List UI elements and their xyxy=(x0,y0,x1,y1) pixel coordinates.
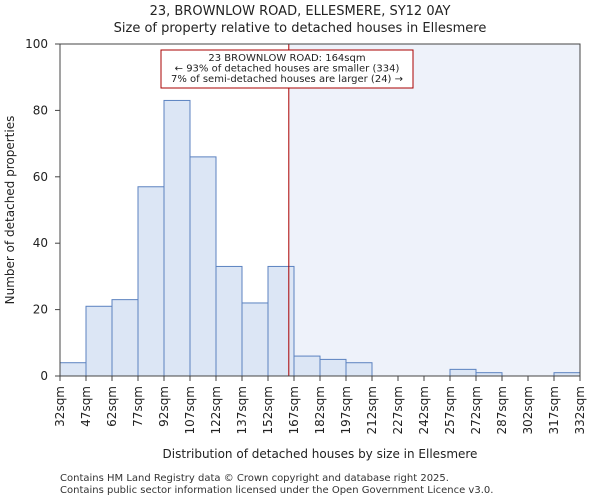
x-tick-label: 257sqm xyxy=(443,386,457,434)
y-tick-label: 100 xyxy=(25,37,48,51)
x-tick-label: 212sqm xyxy=(365,386,379,434)
histogram-bar xyxy=(59,362,87,377)
x-tick-label: 92sqm xyxy=(157,386,171,427)
y-tick-label: 80 xyxy=(33,103,48,117)
histogram-bar xyxy=(163,99,191,377)
x-tick-label: 332sqm xyxy=(573,386,587,434)
x-tick-label: 152sqm xyxy=(261,386,275,434)
histogram-bar xyxy=(345,362,373,377)
annotation-line: 23 BROWNLOW ROAD: 164sqm xyxy=(208,53,365,64)
x-tick-label: 62sqm xyxy=(105,386,119,427)
histogram-bar xyxy=(293,355,321,377)
x-tick-label: 242sqm xyxy=(417,386,431,434)
histogram-bar xyxy=(189,156,217,377)
y-tick-label: 40 xyxy=(33,236,48,250)
annotation-line: ← 93% of detached houses are smaller (33… xyxy=(175,64,400,75)
y-tick-label: 60 xyxy=(33,170,48,184)
x-tick-label: 32sqm xyxy=(53,386,67,427)
x-tick-label: 302sqm xyxy=(521,386,535,434)
x-tick-label: 137sqm xyxy=(235,386,249,434)
histogram-bar xyxy=(241,302,269,377)
annotation-box xyxy=(160,49,414,89)
x-tick-label: 317sqm xyxy=(547,386,561,434)
chart-title-address: 23, BROWNLOW ROAD, ELLESMERE, SY12 0AY xyxy=(149,4,451,19)
histogram-bar xyxy=(319,358,347,377)
x-axis-label: Distribution of detached houses by size … xyxy=(163,447,478,461)
histogram-bar xyxy=(267,265,295,377)
footer-copyright: Contains HM Land Registry data © Crown c… xyxy=(60,473,449,484)
y-tick-label: 0 xyxy=(40,369,48,383)
y-tick-label: 20 xyxy=(33,303,48,317)
x-tick-label: 287sqm xyxy=(495,386,509,434)
x-tick-label: 227sqm xyxy=(391,386,405,434)
x-tick-label: 122sqm xyxy=(209,386,223,434)
x-tick-label: 47sqm xyxy=(79,386,93,427)
x-tick-label: 182sqm xyxy=(313,386,327,434)
footer-licence: Contains public sector information licen… xyxy=(60,485,494,496)
x-tick-label: 77sqm xyxy=(131,386,145,427)
highlight-region xyxy=(288,44,580,376)
chart-title: Size of property relative to detached ho… xyxy=(113,21,487,36)
x-tick-label: 167sqm xyxy=(287,386,301,434)
annotation-line: 7% of semi-detached houses are larger (2… xyxy=(171,74,403,85)
histogram-bar xyxy=(111,299,139,377)
y-axis-label: Number of detached properties xyxy=(3,116,17,305)
histogram-bar xyxy=(215,265,243,377)
histogram-bar xyxy=(449,368,477,377)
histogram-bar xyxy=(85,305,113,377)
x-tick-label: 107sqm xyxy=(183,386,197,434)
histogram-bar xyxy=(137,186,165,377)
x-tick-label: 272sqm xyxy=(469,386,483,434)
x-tick-label: 197sqm xyxy=(339,386,353,434)
histogram-chart: 0 20 40 60 80 100 32sqm 47sqm 62sqm 77sqm 92sqm 107… xyxy=(3,37,587,461)
